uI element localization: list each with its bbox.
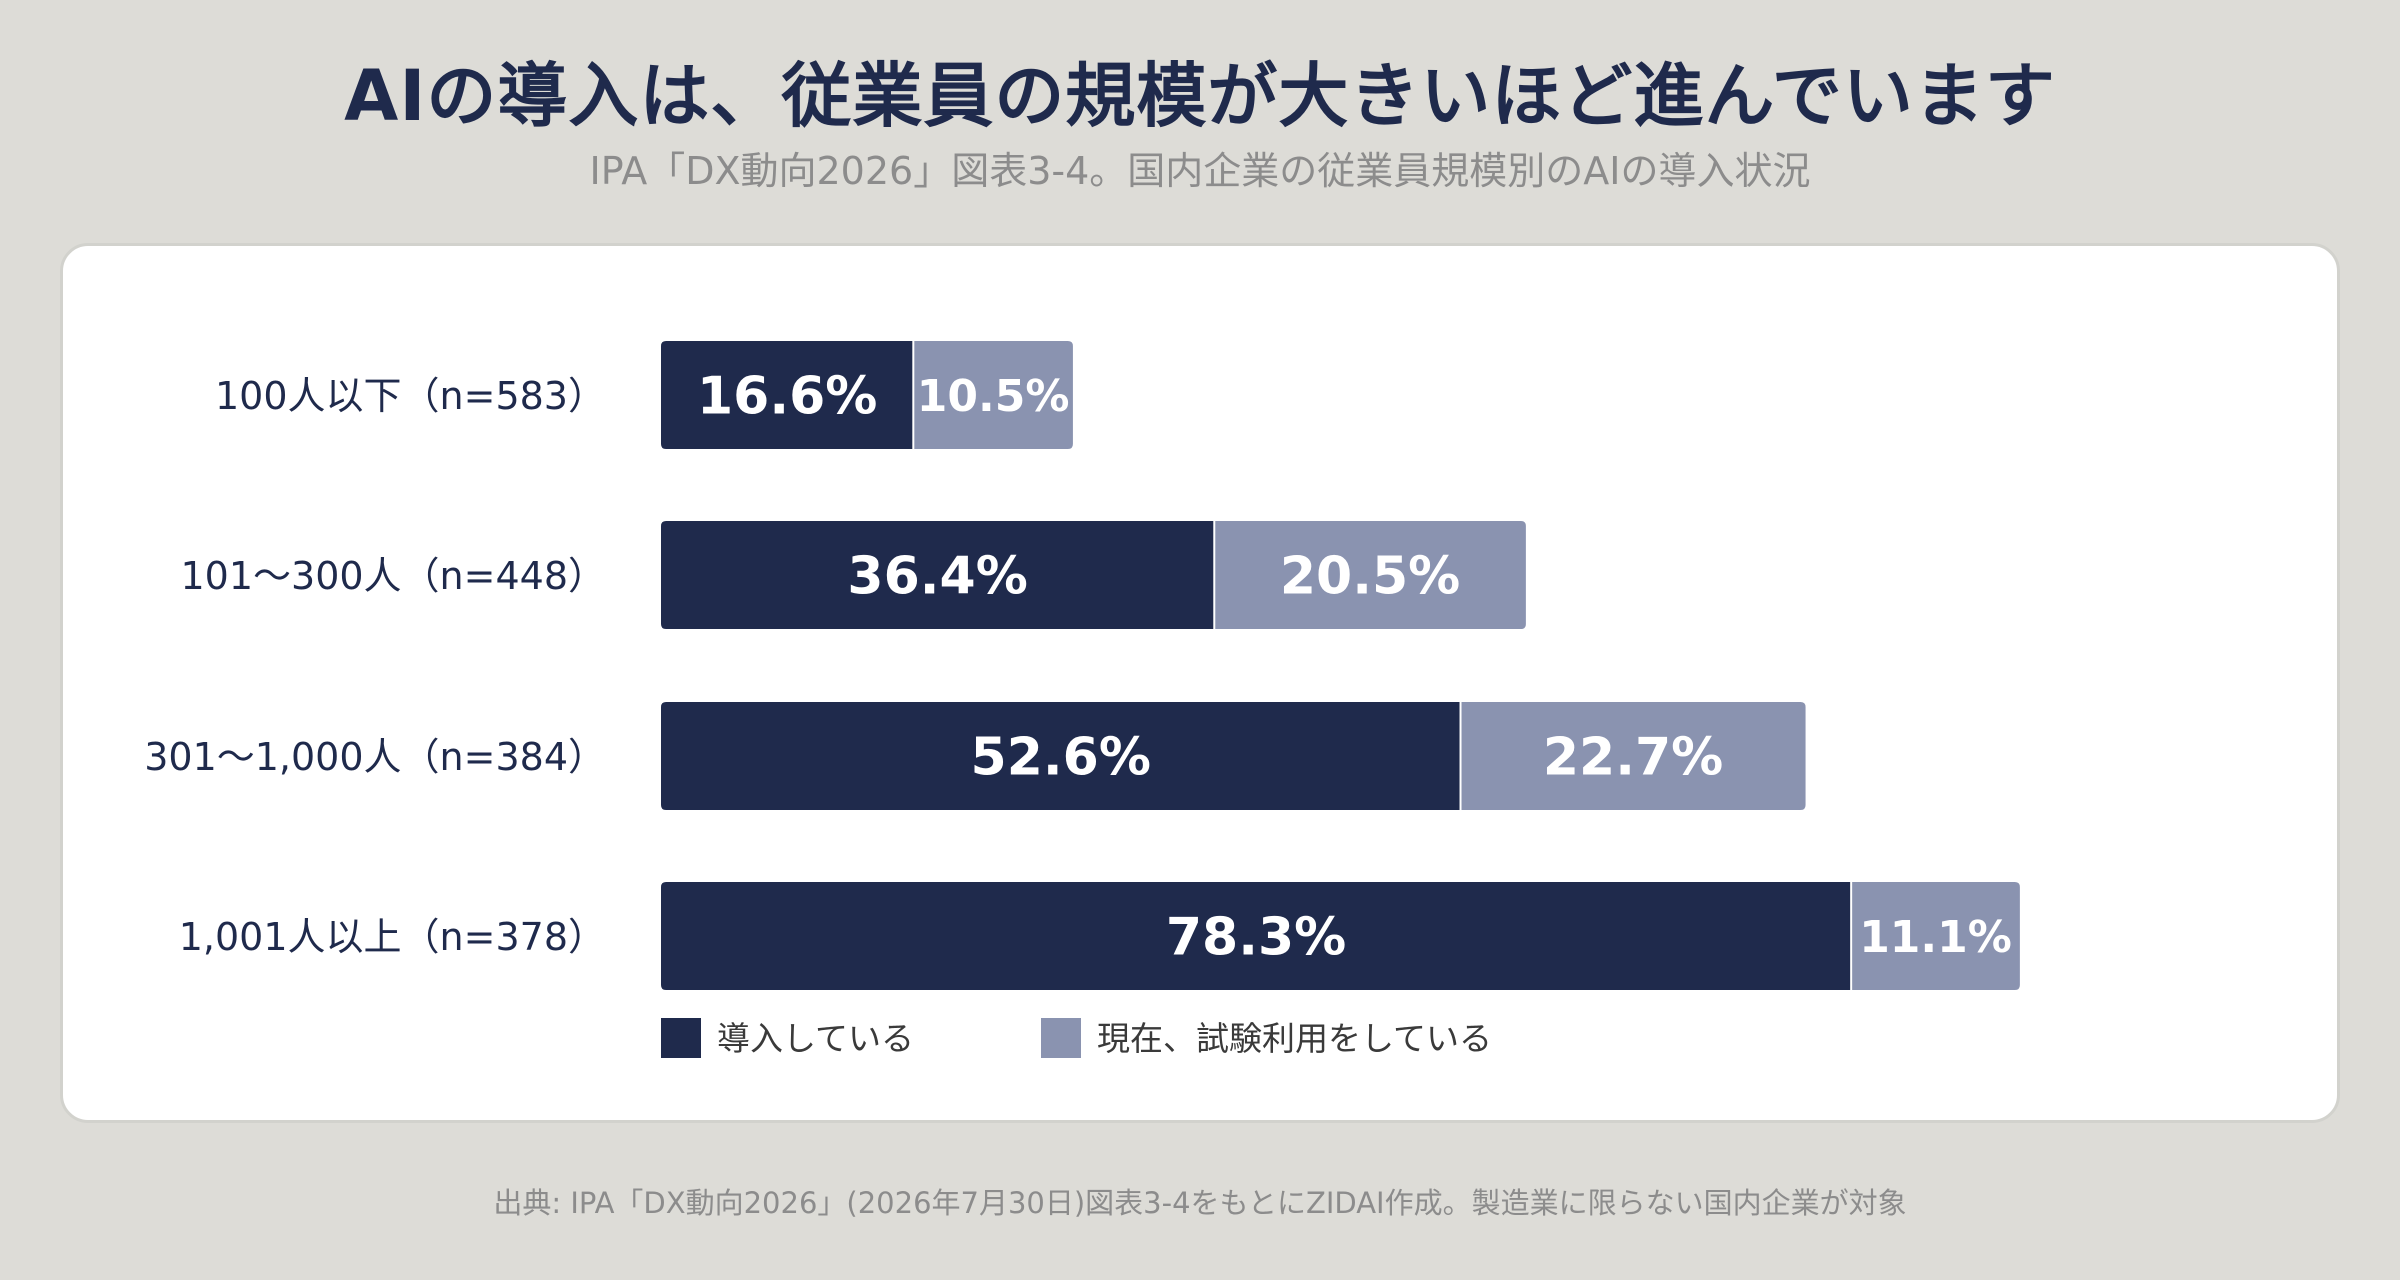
data-label: 10.5% <box>917 371 1070 422</box>
data-label: 16.6% <box>697 367 877 427</box>
data-label: 52.6% <box>971 728 1151 788</box>
data-label: 11.1% <box>1859 912 2012 963</box>
data-label: 78.3% <box>1166 908 1346 968</box>
legend-swatch <box>1041 1018 1081 1058</box>
legend-swatch <box>661 1018 701 1058</box>
bar-segment <box>913 341 1073 449</box>
bar-segment <box>1214 521 1526 629</box>
bar-segment <box>1460 702 1806 810</box>
category-label: 301〜1,000人（n=384） <box>144 735 606 779</box>
bar-segment <box>661 521 1215 629</box>
category-label: 101〜300人（n=448） <box>180 554 606 598</box>
bar-segment <box>661 882 1852 990</box>
legend-label: 導入している <box>717 1019 914 1058</box>
legend-label: 現在、試験利用をしている <box>1097 1019 1492 1058</box>
bar-segment <box>661 702 1461 810</box>
data-label: 20.5% <box>1280 547 1460 607</box>
chart-subtitle: IPA「DX動向2026」図表3-4。国内企業の従業員規模別のAIの導入状況 <box>589 149 1811 193</box>
source-note: 出典: IPA「DX動向2026」(2026年7月30日)図表3-4をもとにZI… <box>493 1186 1907 1220</box>
chart-title: AIの導入は、従業員の規模が大きいほど進んでいます <box>344 55 2056 137</box>
data-label: 36.4% <box>847 547 1027 607</box>
bar-segment <box>1851 882 2020 990</box>
category-label: 1,001人以上（n=378） <box>179 915 606 959</box>
data-label: 22.7% <box>1543 728 1723 788</box>
chart-card: 100人以下（n=583） 16.6% 10.5% 101〜300人（n=448） 36… <box>60 243 2340 1123</box>
bar-segment <box>661 341 914 449</box>
category-label: 100人以下（n=583） <box>215 374 606 418</box>
stacked-bar-chart: 100人以下（n=583） 16.6% 10.5% 101〜300人（n=448） 36… <box>144 341 2020 1058</box>
